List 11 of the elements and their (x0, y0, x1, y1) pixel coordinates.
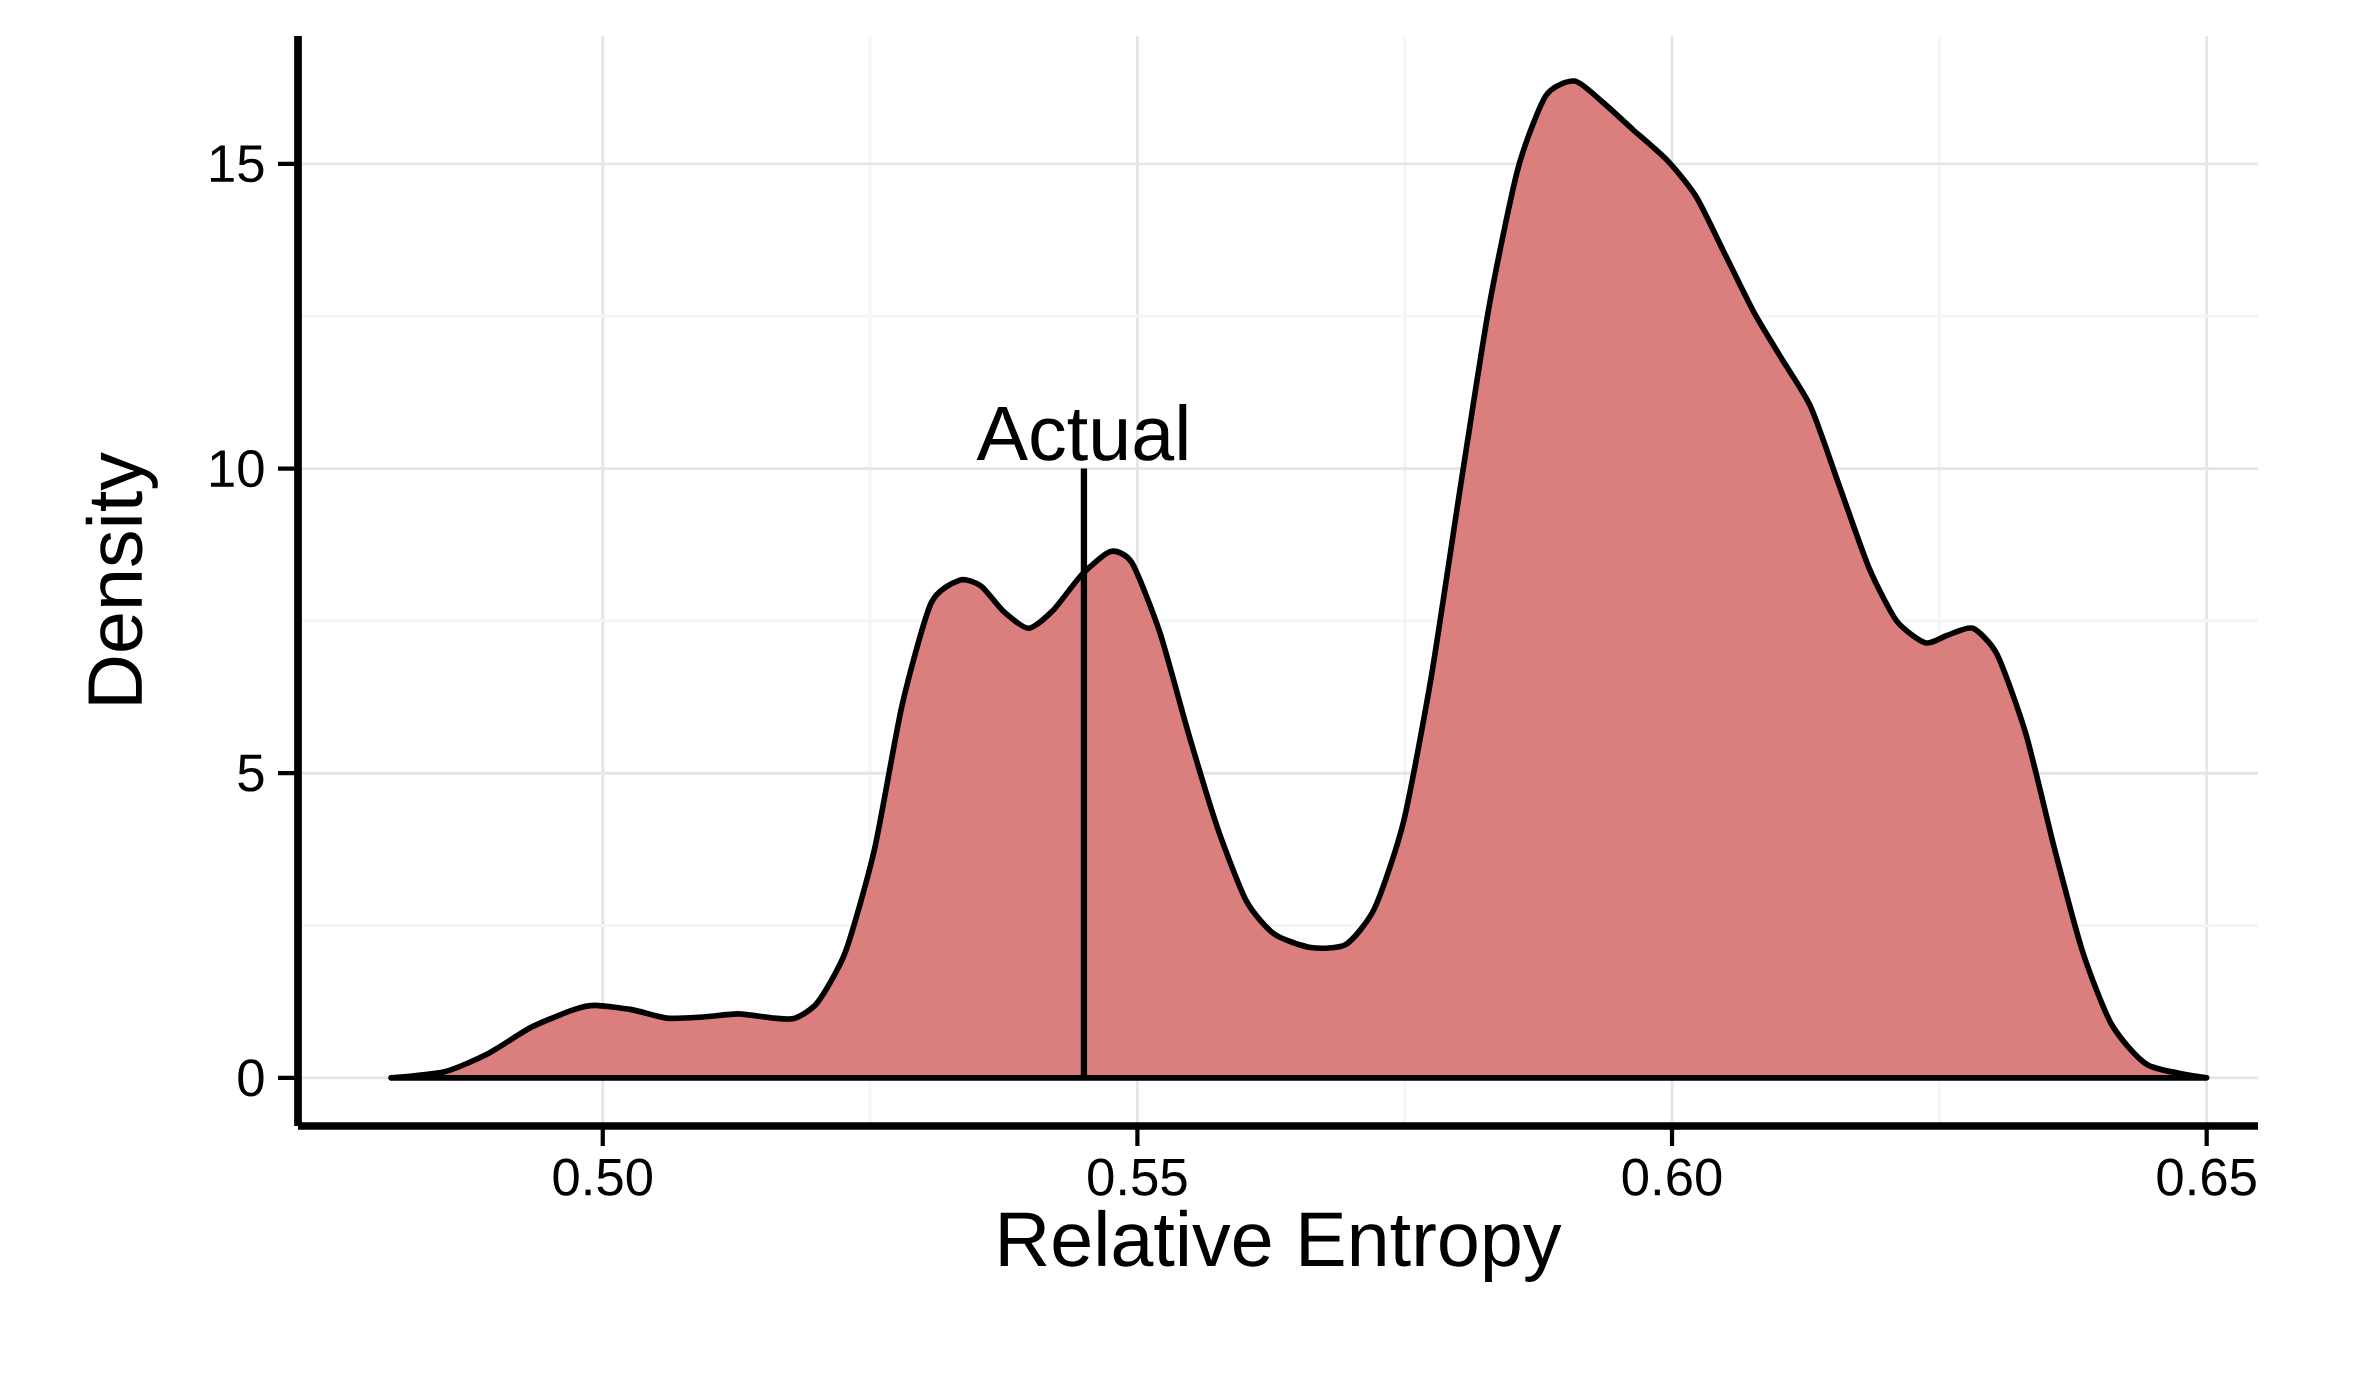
y-axis-title: Density (85, 452, 158, 704)
x-tick-label: 0.60 (1622, 1158, 1722, 1196)
y-tick-label: 5 (238, 754, 264, 792)
x-tick-label: 0.65 (2157, 1158, 2256, 1196)
y-tick-label: 10 (210, 449, 264, 488)
y-tick-label: 15 (210, 145, 264, 183)
annotation: Actual (976, 404, 1187, 461)
y-tick-label: 0 (238, 1059, 264, 1097)
x-tick-label: 0.55 (1088, 1158, 1187, 1196)
x-axis-title: Relative Entropy (1000, 1209, 1562, 1282)
x-tick-label: 0.50 (553, 1158, 652, 1196)
